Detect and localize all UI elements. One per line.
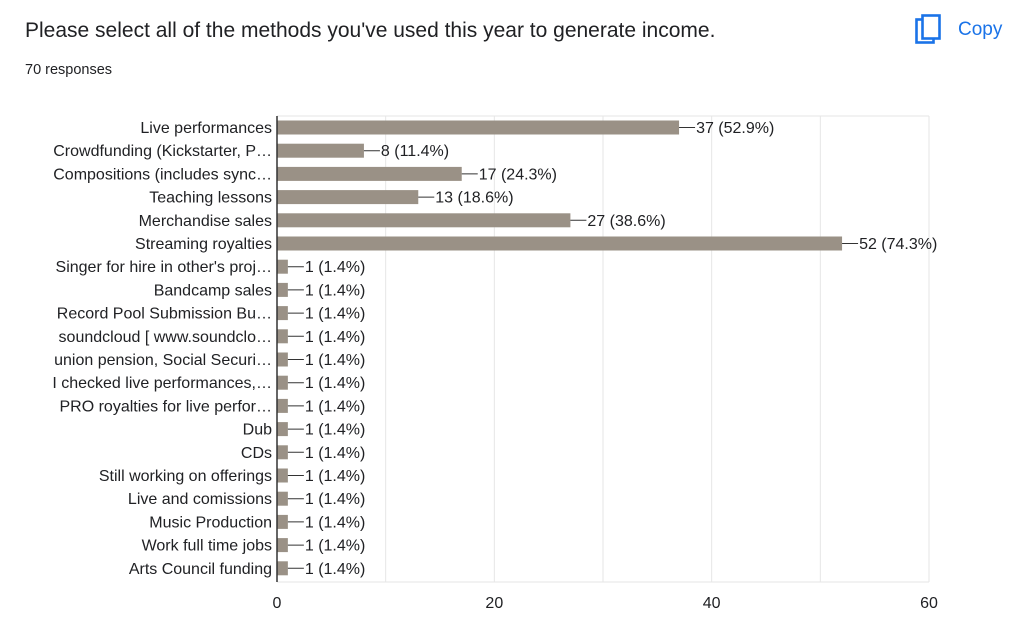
bar <box>277 236 843 251</box>
bar <box>277 445 288 460</box>
copy-button[interactable]: Copy <box>915 14 1002 46</box>
x-tick-label: 20 <box>485 595 503 612</box>
x-tick-label: 0 <box>273 595 282 612</box>
category-label: I checked live performances,… <box>52 375 272 392</box>
bar <box>277 375 288 390</box>
x-tick-label: 60 <box>920 595 938 612</box>
bar <box>277 190 419 205</box>
data-label: 8 (11.4%) <box>381 143 449 160</box>
response-count: 70 responses <box>25 62 113 78</box>
category-label: Live and comissions <box>128 491 272 508</box>
data-label: 1 (1.4%) <box>305 352 365 369</box>
category-label: Streaming royalties <box>135 236 272 253</box>
category-label: Crowdfunding (Kickstarter, P… <box>53 143 272 160</box>
data-label: 1 (1.4%) <box>305 398 365 415</box>
category-label: Teaching lessons <box>149 190 272 207</box>
data-label: 1 (1.4%) <box>305 561 365 578</box>
bar <box>277 166 462 181</box>
category-label: Arts Council funding <box>129 561 272 578</box>
bar <box>277 468 288 483</box>
bar <box>277 120 680 135</box>
data-label: 52 (74.3%) <box>859 236 937 253</box>
category-label: CDs <box>241 445 272 462</box>
data-label: 37 (52.9%) <box>696 120 774 137</box>
category-label: Dub <box>243 422 272 439</box>
bar <box>277 352 288 367</box>
data-label: 1 (1.4%) <box>305 514 365 531</box>
bar <box>277 259 288 274</box>
copy-icon <box>915 14 941 44</box>
bar <box>277 329 288 344</box>
category-label: Still working on offerings <box>99 468 272 485</box>
category-label: PRO royalties for live perfor… <box>59 398 272 415</box>
bar <box>277 538 288 553</box>
category-label: soundcloud [ www.soundclo… <box>59 329 272 346</box>
data-label: 1 (1.4%) <box>305 329 365 346</box>
category-label: Work full time jobs <box>142 538 272 555</box>
data-label: 1 (1.4%) <box>305 491 365 508</box>
bar <box>277 306 288 321</box>
category-label: Compositions (includes sync… <box>53 166 272 183</box>
category-label: Merchandise sales <box>139 213 272 230</box>
data-label: 1 (1.4%) <box>305 282 365 299</box>
bar <box>277 282 288 297</box>
data-label: 1 (1.4%) <box>305 468 365 485</box>
bar <box>277 491 288 506</box>
data-label: 27 (38.6%) <box>587 213 665 230</box>
data-label: 1 (1.4%) <box>305 259 365 276</box>
category-label: Record Pool Submission Bu… <box>57 306 272 323</box>
data-label: 1 (1.4%) <box>305 445 365 462</box>
data-label: 13 (18.6%) <box>435 190 513 207</box>
bar <box>277 398 288 413</box>
data-label: 17 (24.3%) <box>479 166 557 183</box>
bar <box>277 514 288 529</box>
category-label: Music Production <box>149 514 272 531</box>
data-label: 1 (1.4%) <box>305 422 365 439</box>
bar <box>277 213 571 228</box>
category-label: Live performances <box>140 120 272 137</box>
bar <box>277 143 364 158</box>
x-tick-label: 40 <box>703 595 721 612</box>
copy-label: Copy <box>958 19 1003 40</box>
category-label: Bandcamp sales <box>154 282 272 299</box>
question-title: Please select all of the methods you've … <box>25 19 716 42</box>
category-label: Singer for hire in other's proj… <box>56 259 272 276</box>
data-label: 1 (1.4%) <box>305 306 365 323</box>
category-label: union pension, Social Securi… <box>54 352 272 369</box>
bar <box>277 422 288 437</box>
data-label: 1 (1.4%) <box>305 538 365 555</box>
data-label: 1 (1.4%) <box>305 375 365 392</box>
bar <box>277 561 288 576</box>
